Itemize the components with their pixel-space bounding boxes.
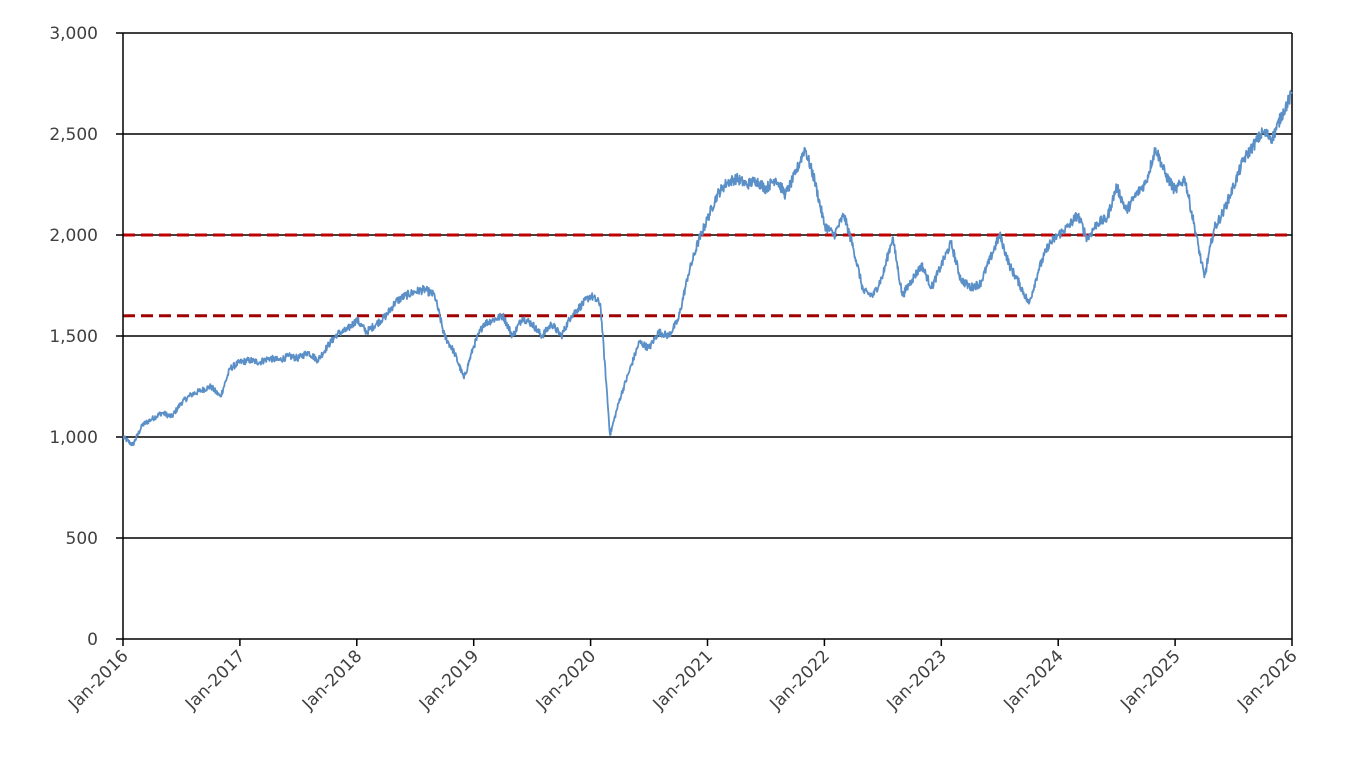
y-tick-label: 500 (66, 529, 98, 549)
y-tick-label: 3,000 (49, 24, 98, 44)
x-tick-label: Jan-2022 (766, 646, 834, 714)
x-tick-label: Jan-2026 (1233, 646, 1301, 714)
y-tick-label: 2,000 (49, 226, 98, 246)
x-tick-label: Jan-2025 (1116, 646, 1184, 714)
x-tick-label: Jan-2024 (999, 646, 1067, 714)
gridlines (123, 32, 1292, 539)
x-tick-label: Jan-2021 (649, 646, 717, 714)
series-line (122, 89, 1293, 447)
y-tick-label: 1,000 (49, 428, 98, 448)
x-tick-label: Jan-2017 (181, 646, 249, 714)
x-tick-label: Jan-2020 (532, 646, 600, 714)
x-tick-label: Jan-2018 (298, 646, 366, 714)
x-tick-labels: Jan-2016 Jan-2017 Jan-2018 Jan-2019 Jan-2020… (64, 646, 1301, 714)
x-tick-label: Jan-2016 (64, 646, 132, 714)
y-tick-labels: 0 500 1,000 1,500 2,000 2,500 3,000 (49, 24, 98, 650)
y-tick-label: 2,500 (49, 125, 98, 145)
series-group (122, 89, 1293, 447)
y-tick-label: 1,500 (49, 327, 98, 347)
reference-lines (123, 233, 1292, 318)
y-tick-label: 0 (87, 630, 98, 650)
x-tick-label: Jan-2023 (883, 646, 951, 714)
x-tick-label: Jan-2019 (415, 646, 483, 714)
axes (116, 32, 1293, 646)
